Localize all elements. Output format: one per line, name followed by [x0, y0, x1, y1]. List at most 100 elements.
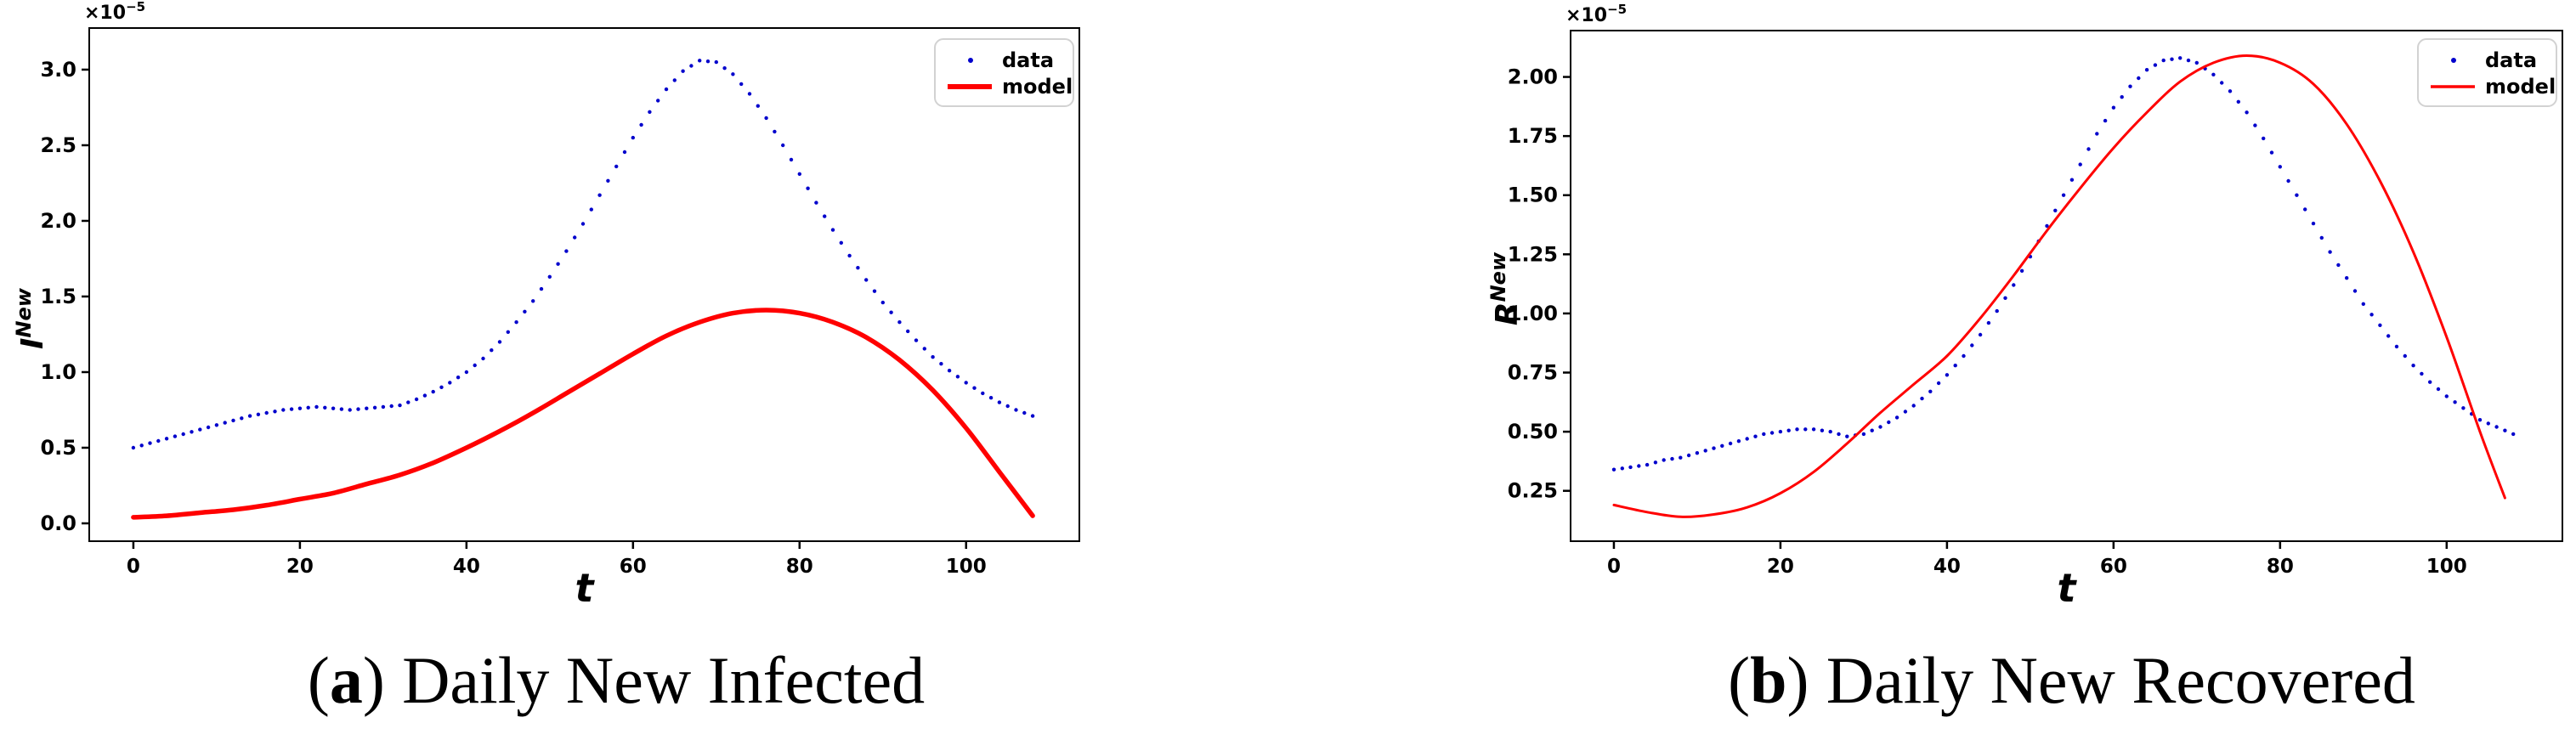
data-point: [1828, 429, 1832, 434]
data-point: [464, 370, 469, 375]
caption-a-text: Daily New Infected: [402, 643, 926, 717]
legend-marker-data: [2451, 58, 2456, 63]
data-point: [2144, 68, 2149, 72]
data-point: [331, 406, 336, 410]
data-point: [2345, 276, 2349, 280]
data-point: [2194, 60, 2199, 65]
data-point: [564, 249, 569, 253]
data-point: [240, 416, 244, 421]
y-tick-label: 1.25: [1508, 242, 1558, 266]
data-point: [1670, 456, 1674, 461]
data-point: [389, 404, 393, 409]
data-point: [139, 443, 144, 448]
data-point: [847, 253, 852, 258]
data-point: [931, 355, 935, 359]
x-tick-label: 0: [127, 556, 140, 578]
data-point: [547, 274, 552, 279]
caption-a-marker: a: [329, 643, 363, 717]
data-point: [231, 418, 235, 423]
data-point: [398, 403, 402, 408]
data-point: [823, 214, 827, 218]
data-point: [1970, 343, 1974, 347]
data-point: [2053, 208, 2058, 212]
data-point: [2103, 118, 2108, 123]
data-point: [981, 391, 985, 396]
data-point: [456, 376, 461, 380]
data-point: [988, 396, 994, 400]
data-point: [2503, 428, 2507, 432]
data-point: [2328, 250, 2332, 254]
caption-b-text: Daily New Recovered: [1826, 643, 2415, 717]
data-point: [1953, 364, 1957, 368]
y-tick-label: 2.00: [1508, 65, 1558, 89]
data-point: [439, 385, 444, 389]
data-point: [1720, 443, 1724, 448]
x-tick-label: 20: [1767, 556, 1794, 578]
data-point: [2137, 76, 2141, 81]
data-point: [148, 441, 152, 445]
chart-b-canvas: 0 20 40 60 80 100 0.25 0.50 0.75 1.00 1.25 1.50 1.75…: [1486, 2, 2563, 611]
data-point: [1662, 458, 1666, 462]
data-point: [889, 310, 893, 314]
data-point: [797, 172, 801, 176]
y-tick-label: 0.25: [1508, 479, 1558, 503]
data-point: [1778, 429, 1783, 434]
x-tick-label: 60: [620, 556, 647, 578]
data-point: [372, 405, 377, 410]
data-point: [614, 164, 619, 169]
data-point: [1962, 353, 1966, 359]
data-point: [2486, 421, 2490, 426]
x-tick-label: 80: [2267, 556, 2294, 578]
data-point: [672, 78, 677, 82]
legend-label-data: data: [2485, 48, 2537, 72]
data-point: [1628, 465, 1633, 470]
data-point: [2253, 123, 2257, 127]
data-point: [381, 404, 386, 410]
data-point: [589, 207, 593, 212]
series-data-points: [1611, 56, 2516, 472]
data-point: [764, 116, 768, 121]
legend-marker-data: [968, 58, 973, 63]
data-point: [448, 381, 452, 385]
data-point: [2228, 89, 2233, 93]
series-data-points: [131, 59, 1035, 450]
data-point: [1679, 455, 1683, 460]
data-point: [1736, 439, 1741, 443]
data-point: [722, 66, 727, 71]
data-point: [689, 64, 694, 68]
data-point: [664, 87, 669, 92]
axes-frame: [1570, 30, 2563, 542]
x-tick-label: 80: [786, 556, 813, 578]
data-point: [2262, 136, 2266, 141]
data-point: [2045, 223, 2049, 229]
data-point: [747, 92, 752, 96]
legend-box: [934, 38, 1074, 107]
data-point: [289, 407, 294, 411]
data-point: [256, 412, 261, 416]
data-point: [1030, 414, 1035, 418]
data-point: [181, 432, 185, 437]
data-point: [1786, 428, 1791, 432]
data-point: [1795, 427, 1799, 432]
data-point: [939, 362, 943, 366]
data-point: [2286, 178, 2290, 184]
data-point: [1762, 432, 1766, 437]
data-point: [2269, 150, 2274, 155]
caption-b-marker: b: [1750, 643, 1787, 717]
data-point: [1803, 427, 1808, 432]
legend-box: [2417, 38, 2557, 107]
data-point: [1637, 464, 1641, 468]
data-point: [506, 330, 510, 334]
data-point: [406, 400, 410, 404]
data-point: [573, 235, 577, 240]
data-point: [773, 129, 777, 134]
y-tick-label: 1.5: [40, 285, 76, 308]
y-axis-offset-label: ×10−5: [1565, 2, 1627, 26]
data-point: [756, 104, 760, 108]
data-point: [1712, 446, 1716, 450]
data-point: [631, 135, 635, 140]
data-point: [814, 201, 818, 205]
data-point: [422, 393, 427, 398]
data-point: [306, 405, 310, 410]
data-point: [705, 59, 711, 64]
